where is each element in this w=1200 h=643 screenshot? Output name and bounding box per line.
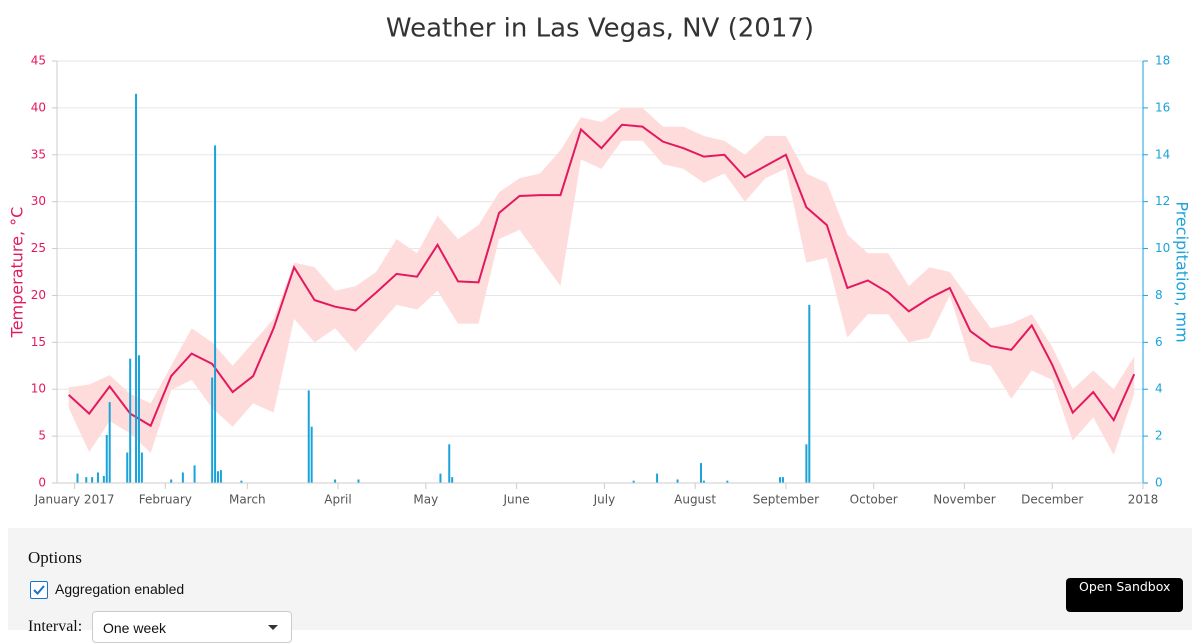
x-tick-label: December	[1021, 493, 1083, 507]
y-tick-label: 20	[31, 288, 46, 302]
precipitation-bar	[219, 470, 222, 483]
precipitation-bar	[726, 480, 729, 483]
x-tick-label: March	[229, 493, 266, 507]
checkmark	[33, 585, 45, 595]
open-sandbox-button[interactable]: Open Sandbox	[1066, 578, 1183, 612]
y2-tick-label: 10	[1155, 241, 1170, 255]
precipitation-bar	[91, 477, 94, 483]
y-tick-label: 30	[31, 194, 46, 208]
options-panel: Options Aggregation enabled Interval: On…	[8, 528, 1192, 643]
precipitation-bar	[76, 473, 79, 483]
plot-area	[68, 93, 1136, 484]
precipitation-bar	[193, 465, 196, 483]
y-tick-label: 35	[31, 147, 46, 161]
precipitation-bar	[334, 479, 337, 483]
precipitation-bar	[126, 452, 129, 483]
x-tick-label: September	[753, 493, 819, 507]
page: Weather in Las Vegas, NV (2017) Temperat…	[7, 13, 1192, 643]
precipitation-bar	[805, 444, 808, 483]
precipitation-bar	[105, 434, 108, 483]
precipitation-bar	[779, 477, 782, 483]
x-tick-label: 2018	[1128, 493, 1159, 507]
x-tick-label: August	[674, 493, 716, 507]
y-tick-label: 40	[31, 100, 46, 114]
temperature-range	[68, 107, 1135, 455]
y2-tick-label: 6	[1155, 335, 1163, 349]
y2-tick-label: 2	[1155, 429, 1163, 443]
precipitation-bar	[129, 358, 132, 483]
precipitation-bar	[451, 477, 454, 483]
precipitation-bar	[216, 471, 219, 483]
y2-axis-title: Precipitation, mm	[1173, 201, 1192, 342]
y-tick-label: 25	[31, 241, 46, 255]
precipitation-bar	[808, 304, 811, 483]
precipitation-bar	[211, 377, 214, 483]
precipitation-bar	[214, 145, 217, 483]
y2-tick-label: 16	[1155, 100, 1170, 114]
precipitation-bar	[170, 479, 173, 483]
y2-tick-label: 8	[1155, 288, 1163, 302]
y2-tick-label: 12	[1155, 194, 1170, 208]
dropdown-arrow	[268, 625, 278, 630]
y-tick-label: 45	[31, 54, 46, 68]
axes: 0 5 10 15 20 25 30 35 40 45 0 2 4 6 8 10 12 14 16 18 January…	[31, 54, 1171, 507]
x-tick-label: October	[850, 493, 898, 507]
precipitation-bar	[656, 473, 659, 483]
x-tick-label: February	[139, 493, 192, 507]
y-tick-label: 5	[38, 429, 46, 443]
precipitation-bar	[676, 479, 679, 483]
temperature-line	[68, 123, 1136, 428]
x-tick-label: January 2017	[34, 493, 115, 507]
checkmark-path	[33, 585, 45, 595]
y-axis-title: Temperature, °C	[8, 207, 27, 339]
x-tick-label: July	[593, 493, 616, 507]
y2-tick-label: 0	[1155, 476, 1163, 490]
precipitation-bar	[240, 480, 243, 483]
x-tick-label: November	[933, 493, 995, 507]
precipitation-bar	[699, 463, 702, 483]
precipitation-bar	[310, 426, 313, 483]
precipitation-bar	[181, 472, 184, 483]
y2-tick-label: 14	[1155, 147, 1170, 161]
precipitation-bar	[448, 444, 451, 483]
checkbox-label[interactable]: Aggregation enabled	[55, 581, 185, 597]
y2-tick-label: 18	[1155, 54, 1170, 68]
precipitation-bar	[307, 390, 310, 483]
interval-label: Interval:	[28, 618, 83, 635]
interval-value: One week	[103, 620, 167, 636]
y-tick-label: 0	[38, 476, 46, 490]
precipitation-bar	[108, 402, 111, 483]
x-tick-label: May	[413, 493, 438, 507]
precipitation-bar	[140, 452, 143, 483]
interval-select[interactable]: One week	[92, 611, 292, 643]
precipitation-bar	[702, 480, 705, 483]
precipitation-bar	[135, 93, 138, 484]
checkbox[interactable]	[30, 581, 48, 599]
panel-title: Options	[28, 548, 82, 567]
y-tick-label: 10	[31, 382, 46, 396]
precipitation-bar	[102, 475, 105, 483]
x-tick-label: June	[503, 493, 530, 507]
chart-title: Weather in Las Vegas, NV (2017)	[386, 14, 814, 44]
precipitation-bar	[781, 477, 784, 483]
x-tick-label: April	[324, 493, 351, 507]
precipitation-bar	[96, 472, 99, 483]
chart: Weather in Las Vegas, NV (2017) Temperat…	[8, 14, 1192, 507]
y-tick-label: 15	[31, 335, 46, 349]
precipitation-bar	[632, 480, 635, 483]
precipitation-bar	[357, 479, 360, 483]
y2-tick-label: 4	[1155, 382, 1163, 396]
precipitation-bar	[439, 473, 442, 483]
precipitation-bar	[137, 355, 140, 483]
precipitation-bar	[85, 477, 88, 483]
